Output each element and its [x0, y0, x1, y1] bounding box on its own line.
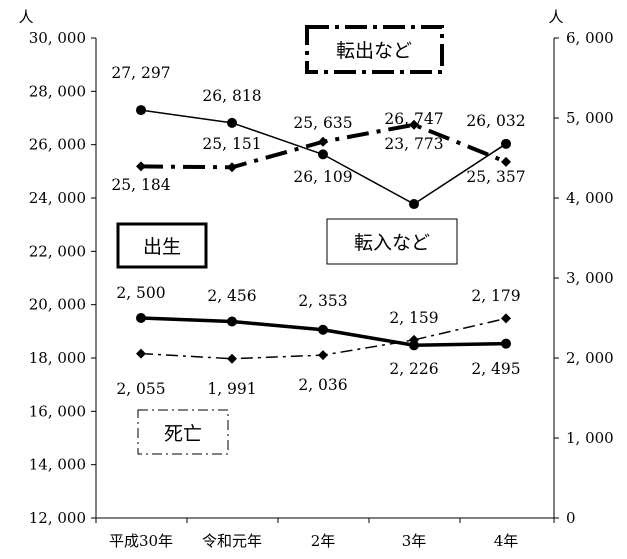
series-0: [136, 105, 511, 210]
data-point: [318, 149, 328, 160]
x-category-label: 令和元年: [202, 532, 262, 550]
data-point: [501, 138, 511, 149]
left-tick-label: 26, 000: [29, 136, 86, 154]
legend-tennyu-label: 転入など: [354, 232, 430, 254]
right-tick-label: 0: [566, 509, 576, 527]
right-tick-label: 5, 000: [566, 109, 614, 127]
left-tick-label: 16, 000: [29, 402, 86, 420]
data-point: [227, 117, 237, 128]
data-label: 25, 151: [202, 135, 261, 153]
right-tick-label: 6, 000: [566, 29, 614, 47]
data-point: [136, 105, 146, 116]
left-tick-label: 14, 000: [29, 456, 86, 474]
left-tick-label: 18, 000: [29, 349, 86, 367]
left-tick-label: 30, 000: [29, 29, 86, 47]
series-2: [136, 313, 511, 351]
data-point: [409, 199, 419, 210]
data-point: [227, 162, 237, 173]
data-label-layer: 27, 297 26, 818 25, 635 23, 773 26, 032 25, 1…: [111, 64, 525, 398]
legend-tenshutsu-label: 転出など: [336, 40, 412, 62]
data-point: [318, 136, 328, 147]
data-label: 25, 184: [111, 176, 170, 194]
data-point: [227, 316, 237, 327]
data-label: 2, 159: [389, 309, 438, 327]
left-tick-label: 20, 000: [29, 296, 86, 314]
left-tick-label: 28, 000: [29, 82, 86, 100]
x-axis-ticks: 平成30年 令和元年 2年 3年 4年: [95, 518, 555, 550]
data-point: [136, 161, 146, 172]
right-tick-label: 2, 000: [566, 349, 614, 367]
left-tick-label: 24, 000: [29, 189, 86, 207]
data-label: 2, 500: [116, 284, 165, 302]
x-category-label: 2年: [311, 532, 336, 550]
data-point: [318, 350, 328, 361]
left-axis-ticks: 12, 000 14, 000 16, 000 18, 000 20, 000 22, 0…: [29, 29, 96, 527]
right-axis-ticks: 0 1, 000 2, 000 3, 000 4, 000 5, 000 6, 000: [554, 29, 614, 527]
left-tick-label: 12, 000: [29, 509, 86, 527]
right-axis-unit: 人: [548, 8, 563, 26]
series-3: [136, 313, 511, 364]
data-point: [136, 348, 146, 359]
x-category-label: 4年: [494, 532, 519, 550]
series-layer: [136, 105, 511, 364]
data-label: 27, 297: [111, 64, 170, 82]
data-point: [318, 324, 328, 335]
data-point: [227, 353, 237, 364]
data-point: [409, 119, 419, 130]
data-label: 26, 818: [202, 87, 261, 105]
right-tick-label: 3, 000: [566, 269, 614, 287]
data-label: 1, 991: [207, 380, 256, 398]
legend-box-shussei: 出生: [116, 222, 208, 269]
data-point: [501, 156, 511, 167]
data-label: 25, 635: [293, 114, 352, 132]
data-label: 26, 109: [293, 168, 352, 186]
data-label: 2, 036: [298, 376, 347, 394]
legend-box-shibou: 死亡: [137, 409, 229, 455]
data-point: [501, 338, 511, 349]
data-label: 25, 357: [466, 168, 525, 186]
data-point: [409, 340, 419, 351]
left-tick-label: 22, 000: [29, 242, 86, 260]
x-category-label: 3年: [402, 532, 427, 550]
right-tick-label: 4, 000: [566, 189, 614, 207]
legend-box-tennyu: 転入など: [326, 218, 458, 265]
series-1: [136, 119, 511, 173]
data-label: 2, 495: [471, 360, 520, 378]
data-label: 26, 032: [466, 112, 525, 130]
left-axis-unit: 人: [18, 8, 33, 26]
data-label: 2, 055: [116, 380, 165, 398]
data-label: 2, 226: [389, 360, 438, 378]
right-tick-label: 1, 000: [566, 429, 614, 447]
legend-shibou-label: 死亡: [164, 423, 202, 445]
data-point: [501, 313, 511, 324]
data-point: [409, 334, 419, 345]
data-label: 23, 773: [384, 135, 443, 153]
data-label: 26, 747: [384, 110, 443, 128]
x-category-label: 平成30年: [109, 532, 173, 550]
legend-box-tenshutsu: 転出など: [305, 25, 444, 74]
data-label: 2, 179: [471, 287, 520, 305]
data-point: [136, 313, 146, 323]
data-label: 2, 456: [207, 287, 256, 305]
data-label: 2, 353: [298, 292, 347, 310]
legend-shussei-label: 出生: [143, 236, 181, 258]
